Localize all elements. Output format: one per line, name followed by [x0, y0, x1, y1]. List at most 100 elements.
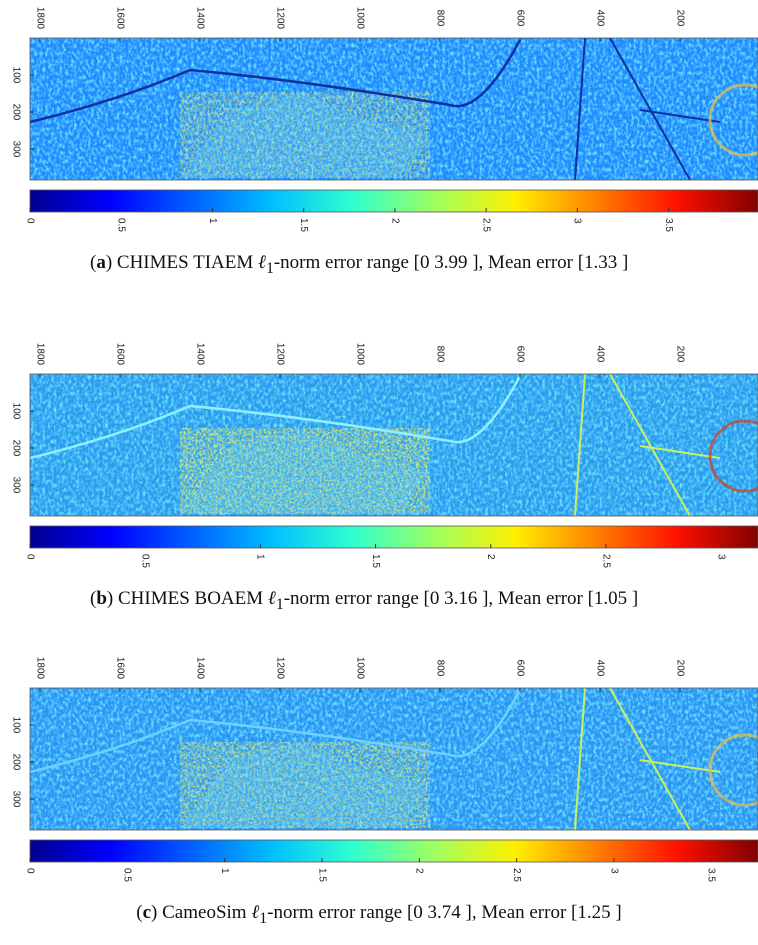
x-tick-label: 200 — [674, 660, 685, 677]
y-tick-label: 100 — [10, 67, 21, 84]
y-tick-label: 300 — [10, 477, 21, 494]
colorbar-tick-label: 1.5 — [316, 868, 327, 882]
x-tick-label: 200 — [674, 10, 685, 27]
caption: (a) CHIMES TIAEM ℓ1-norm error range [0 … — [90, 252, 629, 277]
x-tick-label: 1200 — [274, 7, 285, 30]
caption-symbol: ℓ — [267, 588, 276, 609]
caption-text: -norm error range [0 3.99 ], Mean error … — [273, 252, 629, 273]
map-frame — [29, 373, 758, 517]
y-tick-label: 100 — [10, 403, 21, 420]
error-map — [30, 38, 758, 180]
x-tick-label: 1000 — [354, 657, 365, 680]
x-tick-label: 600 — [514, 10, 525, 27]
caption-symbol: ℓ — [251, 902, 260, 923]
colorbar-tick-label: 1 — [207, 218, 218, 224]
caption-text: CHIMES BOAEM — [117, 588, 268, 609]
colorbar-tick-label: 1 — [219, 868, 230, 874]
colorbar-tick-label: 0.5 — [122, 868, 133, 882]
x-tick-label: 1400 — [194, 657, 205, 680]
hot-region — [180, 742, 430, 828]
colorbar — [29, 839, 758, 863]
x-tick-label: 800 — [434, 660, 445, 677]
caption: (b) CHIMES BOAEM ℓ1-norm error range [0 … — [90, 588, 639, 613]
caption-text: CHIMES TIAEM — [116, 252, 259, 273]
panel-figure: 1800 1600 1400 1200 1000 800 600 400 20010020030… — [10, 343, 758, 568]
colorbar-tick-label: 3.5 — [706, 868, 717, 882]
x-tick-label: 400 — [594, 346, 605, 363]
colorbar-tick-label: 3 — [608, 868, 619, 874]
colorbar-tick-label: 2.5 — [480, 218, 491, 232]
hot-region — [180, 428, 430, 514]
circle-feature — [708, 419, 758, 493]
road — [30, 39, 522, 124]
x-tick-label: 400 — [594, 660, 605, 677]
hot-region — [180, 742, 430, 828]
caption-label: b — [96, 588, 107, 609]
x-tick-label: 1400 — [194, 7, 205, 30]
y-tick-label: 200 — [10, 104, 21, 121]
x-tick-label: 1800 — [34, 343, 45, 366]
x-tick-label: 800 — [434, 10, 445, 27]
road — [30, 689, 522, 774]
y-tick-label: 300 — [10, 791, 21, 808]
colorbar-tick-label: 0.5 — [140, 554, 151, 568]
hot-region — [180, 92, 430, 178]
colorbar-tick-label: 2 — [414, 868, 425, 874]
colorbar — [29, 189, 758, 213]
y-tick-label: 200 — [10, 754, 21, 771]
panel: 1800 1600 1400 1200 1000 800 600 400 200 100 200 30… — [0, 336, 758, 636]
x-tick-label: 1200 — [274, 343, 285, 366]
caption-subscript: 1 — [259, 909, 268, 927]
x-tick-label: 200 — [674, 346, 685, 363]
circle-feature — [708, 83, 758, 157]
colorbar-tick-label: 1 — [255, 554, 266, 560]
road — [574, 38, 721, 180]
caption-symbol: ℓ — [258, 252, 266, 273]
x-tick-label: 1200 — [274, 657, 285, 680]
x-tick-label: 1600 — [114, 657, 125, 680]
road — [574, 374, 721, 516]
x-tick-label: 1400 — [194, 343, 205, 366]
colorbar-tick-label: 3 — [715, 554, 726, 560]
caption-subscript: 1 — [265, 259, 274, 277]
colorbar-tick-label: 1.5 — [370, 554, 381, 568]
panel-figure: 1800 1600 1400 1200 1000 800 600 400 20010020030… — [10, 657, 758, 882]
x-tick-label: 1000 — [354, 7, 365, 30]
caption-text: -norm error range [0 3.16 ], Mean error … — [283, 588, 639, 609]
x-tick-label: 1800 — [34, 7, 45, 30]
y-tick-label: 200 — [10, 440, 21, 457]
road — [574, 688, 721, 830]
y-tick-label: 100 — [10, 717, 21, 734]
road — [30, 375, 522, 460]
x-tick-label: 1800 — [34, 657, 45, 680]
panel: 1800 1600 1400 1200 1000 800 600 400 200 100 200 30… — [0, 0, 758, 300]
x-tick-label: 1600 — [114, 343, 125, 366]
colorbar-tick-label: 0.5 — [116, 218, 127, 232]
caption-text: CameoSim — [162, 902, 252, 923]
colorbar-tick-label: 2 — [389, 218, 400, 224]
hot-region — [180, 428, 430, 514]
colorbar-tick-label: 1.5 — [298, 218, 309, 232]
circle-feature — [708, 733, 758, 807]
x-tick-label: 1000 — [354, 343, 365, 366]
y-tick-label: 300 — [10, 141, 21, 158]
colorbar-tick-label: 0 — [24, 554, 35, 560]
colorbar-tick-label: 0 — [24, 868, 35, 874]
colorbar-tick-label: 3.5 — [663, 218, 674, 232]
x-tick-label: 1600 — [114, 7, 125, 30]
caption-label: a — [96, 252, 106, 273]
x-tick-label: 400 — [594, 10, 605, 27]
x-tick-label: 800 — [434, 346, 445, 363]
caption-label: c — [142, 902, 152, 923]
caption-subscript: 1 — [275, 595, 284, 613]
caption: (c) CameoSim ℓ1-norm error range [0 3.74… — [136, 902, 622, 927]
x-tick-label: 600 — [514, 660, 525, 677]
panel-figure: 1800 1600 1400 1200 1000 800 600 400 20010020030… — [10, 7, 758, 232]
colorbar-tick-label: 2 — [485, 554, 496, 560]
map-frame — [29, 687, 758, 831]
map-frame — [29, 37, 758, 181]
colorbar-tick-label: 3 — [572, 218, 583, 224]
caption-text: -norm error range [0 3.74 ], Mean error … — [267, 902, 622, 923]
colorbar-tick-label: 2.5 — [600, 554, 611, 568]
